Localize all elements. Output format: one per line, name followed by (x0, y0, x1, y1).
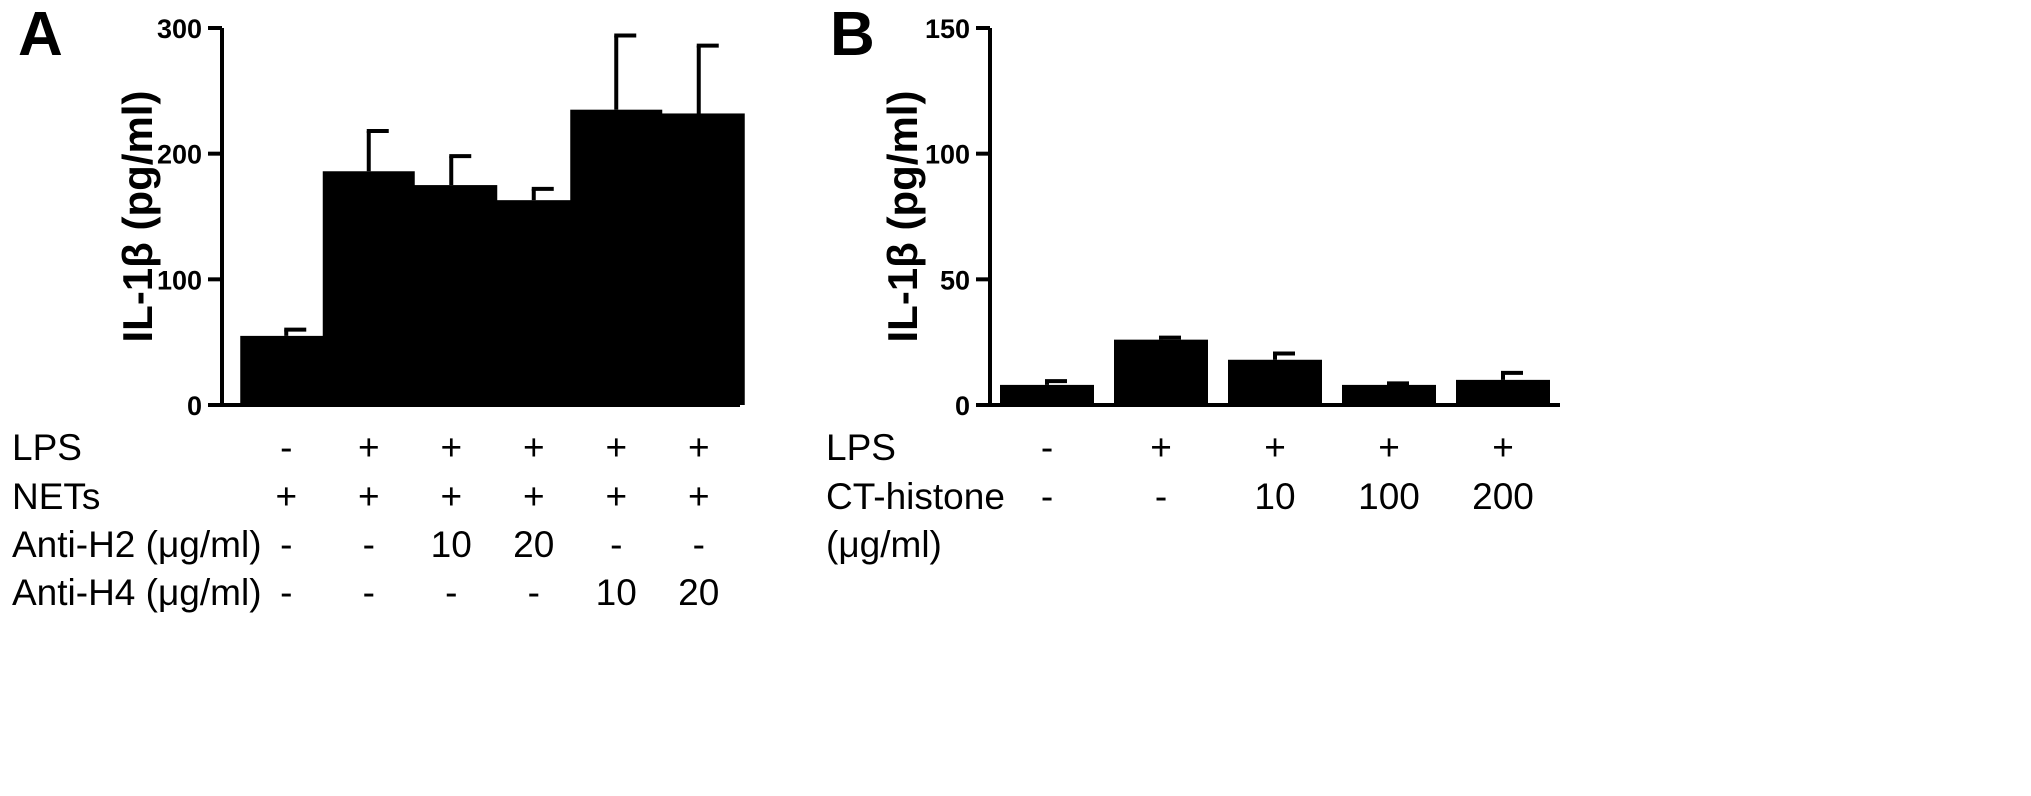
condition-cell: + (1492, 427, 1514, 468)
condition-cell: - (363, 572, 375, 613)
y-axis-label: IL-1β (pg/ml) (114, 91, 161, 343)
bar (1342, 384, 1436, 405)
condition-cell: + (1264, 427, 1286, 468)
bar (322, 171, 415, 405)
condition-cell: 200 (1472, 476, 1534, 517)
condition-cell: - (280, 427, 292, 468)
bar (487, 200, 580, 405)
y-tick-label: 300 (157, 14, 202, 44)
bar (405, 185, 498, 405)
condition-cell: + (688, 476, 710, 517)
panel-a: A 0 100 200 300 IL-1β (pg/ml) LPS - + + + + + NETs + + +… (12, 0, 745, 613)
condition-cell: + (688, 427, 710, 468)
y-tick-label: 50 (940, 265, 970, 295)
condition-cell: - (280, 572, 292, 613)
bar (240, 335, 333, 405)
bar (1456, 379, 1550, 405)
y-tick-label: 100 (925, 140, 970, 170)
y-tick-label: 150 (925, 14, 970, 44)
y-tick-label: 200 (157, 140, 202, 170)
condition-cell: - (1155, 476, 1167, 517)
condition-cell: + (275, 476, 297, 517)
condition-cell: 20 (678, 572, 719, 613)
y-tick-label: 100 (157, 265, 202, 295)
condition-label: Anti-H2 (μg/ml) (12, 524, 262, 565)
condition-cell: 10 (596, 572, 637, 613)
condition-cell: - (528, 572, 540, 613)
condition-cell: - (610, 524, 622, 565)
condition-label: NETs (12, 476, 100, 517)
y-axis-label: IL-1β (pg/ml) (879, 91, 926, 343)
condition-cell: 20 (513, 524, 554, 565)
condition-cell: + (440, 476, 462, 517)
condition-label: LPS (12, 427, 82, 468)
y-tick-label: 0 (187, 391, 202, 421)
condition-cell: + (523, 476, 545, 517)
panel-letter: B (830, 0, 875, 69)
condition-cell: - (445, 572, 457, 613)
condition-cell: - (1041, 476, 1053, 517)
condition-cell: 10 (1254, 476, 1295, 517)
condition-cell: + (1378, 427, 1400, 468)
condition-cell: - (280, 524, 292, 565)
condition-cell: 100 (1358, 476, 1420, 517)
condition-cell: - (363, 524, 375, 565)
condition-cell: + (605, 476, 627, 517)
condition-label: Anti-H4 (μg/ml) (12, 572, 262, 613)
condition-cell: - (693, 524, 705, 565)
condition-cell: + (523, 427, 545, 468)
condition-cell: + (358, 427, 380, 468)
condition-cell: + (605, 427, 627, 468)
condition-label: LPS (826, 427, 896, 468)
bar (1000, 384, 1094, 405)
condition-cell: + (1150, 427, 1172, 468)
condition-label: CT-histone (826, 476, 1005, 517)
condition-cell: - (1041, 427, 1053, 468)
bar (652, 113, 745, 405)
panel-b: B 0 50 100 150 IL-1β (pg/ml) LPS - + + + + CT-histon… (826, 0, 1560, 565)
condition-cell: + (358, 476, 380, 517)
bar (1228, 359, 1322, 405)
bar (570, 109, 663, 405)
y-tick-label: 0 (955, 391, 970, 421)
condition-cell: + (440, 427, 462, 468)
condition-label-unit: (μg/ml) (826, 524, 942, 565)
condition-cell: 10 (431, 524, 472, 565)
panel-letter: A (18, 0, 63, 69)
bar (1114, 339, 1208, 405)
